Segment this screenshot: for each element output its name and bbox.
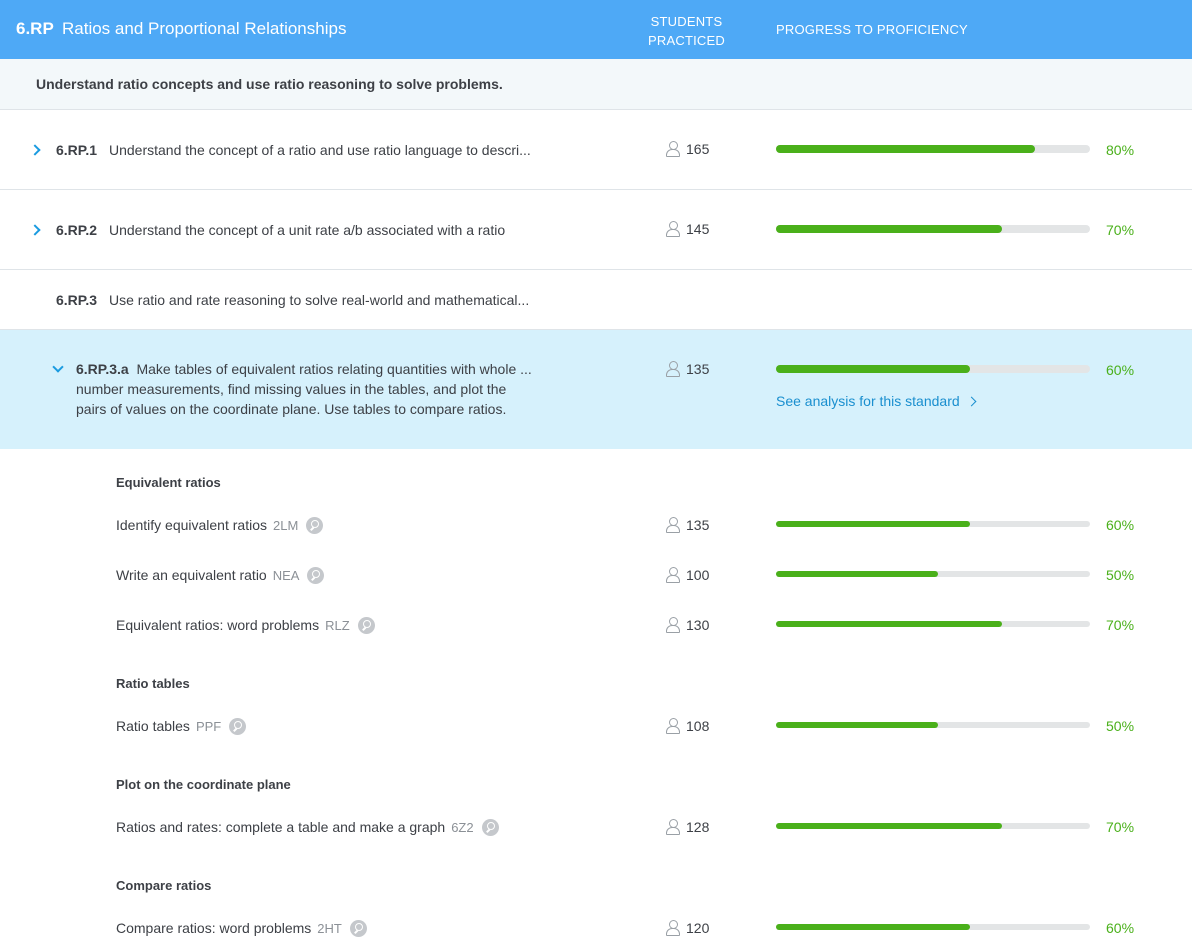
progress-percent: 50% bbox=[1106, 718, 1135, 734]
skill-code: 2HT bbox=[317, 921, 342, 936]
magnifier-icon[interactable] bbox=[349, 920, 367, 937]
table-header: 6.RP Ratios and Proportional Relationshi… bbox=[0, 0, 1192, 59]
progress-percent: 70% bbox=[1106, 222, 1135, 238]
skill-name[interactable]: Ratios and rates: complete a table and m… bbox=[116, 819, 446, 835]
standard-code: 6.RP.1 bbox=[56, 142, 97, 158]
cluster-title: Understand ratio concepts and use ratio … bbox=[36, 76, 503, 92]
user-icon bbox=[666, 567, 680, 583]
standard-row-6rp1[interactable]: 6.RP.1 Understand the concept of a ratio… bbox=[0, 110, 1192, 190]
progress-percent: 80% bbox=[1106, 142, 1135, 158]
magnifier-icon[interactable] bbox=[229, 718, 247, 735]
skill-code: RLZ bbox=[325, 618, 350, 633]
user-icon bbox=[666, 718, 680, 734]
students-count: 100 bbox=[666, 567, 709, 583]
students-count: 128 bbox=[666, 819, 709, 835]
progress-percent: 70% bbox=[1106, 819, 1135, 835]
user-icon bbox=[666, 920, 680, 936]
progress-percent: 60% bbox=[1106, 362, 1135, 378]
cluster-header: Understand ratio concepts and use ratio … bbox=[0, 59, 1192, 110]
user-icon bbox=[666, 221, 680, 237]
standard-code: 6.RP.2 bbox=[56, 222, 97, 238]
progress-percent: 60% bbox=[1106, 920, 1135, 936]
progress-bar bbox=[776, 365, 1090, 373]
magnifier-icon[interactable] bbox=[307, 567, 325, 584]
skill-code: PPF bbox=[195, 719, 222, 734]
skill-name[interactable]: Equivalent ratios: word problems bbox=[116, 617, 320, 633]
skill-row[interactable]: Ratio tables PPF bbox=[116, 718, 247, 735]
standard-row-6rp2[interactable]: 6.RP.2 Understand the concept of a unit … bbox=[0, 190, 1192, 270]
skill-row[interactable]: Compare ratios: word problems 2HT bbox=[116, 920, 367, 937]
skill-row[interactable]: Equivalent ratios: word problems RLZ bbox=[116, 617, 375, 634]
progress-header: PROGRESS TO PROFICIENCY bbox=[776, 22, 968, 37]
skill-name[interactable]: Identify equivalent ratios bbox=[116, 517, 267, 533]
standard-description: 6.RP.3.a Make tables of equivalent ratio… bbox=[76, 361, 532, 417]
skill-group-title: Ratio tables bbox=[116, 676, 190, 691]
see-analysis-link[interactable]: See analysis for this standard bbox=[776, 393, 977, 409]
user-icon bbox=[666, 141, 680, 157]
chevron-right-icon bbox=[966, 396, 977, 407]
progress-bar bbox=[776, 571, 1090, 577]
standard-row-6rp3a[interactable]: 6.RP.3.a Make tables of equivalent ratio… bbox=[0, 330, 1192, 449]
skill-name[interactable]: Write an equivalent ratio bbox=[116, 567, 267, 583]
students-count: 120 bbox=[666, 920, 709, 936]
user-icon bbox=[666, 617, 680, 633]
skill-row[interactable]: Write an equivalent ratio NEA bbox=[116, 567, 325, 584]
progress-bar bbox=[776, 521, 1090, 527]
students-count: 108 bbox=[666, 718, 709, 734]
students-count: 165 bbox=[666, 141, 709, 157]
magnifier-icon[interactable] bbox=[306, 517, 324, 534]
students-count: 135 bbox=[666, 361, 709, 377]
standard-description: Use ratio and rate reasoning to solve re… bbox=[109, 292, 530, 308]
progress-bar bbox=[776, 722, 1090, 728]
progress-bar bbox=[776, 225, 1090, 233]
skill-name[interactable]: Compare ratios: word problems bbox=[116, 920, 312, 936]
skill-code: 2LM bbox=[272, 518, 299, 533]
skill-row[interactable]: Identify equivalent ratios 2LM bbox=[116, 517, 324, 534]
progress-percent: 60% bbox=[1106, 517, 1135, 533]
magnifier-icon[interactable] bbox=[357, 617, 375, 634]
user-icon bbox=[666, 361, 680, 377]
standard-code: 6.RP.3 bbox=[56, 292, 97, 308]
students-practiced-header: STUDENTS PRACTICED bbox=[648, 14, 725, 48]
progress-percent: 70% bbox=[1106, 617, 1135, 633]
students-count: 130 bbox=[666, 617, 709, 633]
skill-group-title: Compare ratios bbox=[116, 878, 212, 893]
standard-description: Understand the concept of a ratio and us… bbox=[109, 142, 531, 158]
progress-bar bbox=[776, 621, 1090, 627]
progress-percent: 50% bbox=[1106, 567, 1135, 583]
user-icon bbox=[666, 819, 680, 835]
skill-code: 6Z2 bbox=[451, 820, 474, 835]
progress-bar bbox=[776, 924, 1090, 930]
progress-bar bbox=[776, 823, 1090, 829]
user-icon bbox=[666, 517, 680, 533]
skill-row[interactable]: Ratios and rates: complete a table and m… bbox=[116, 819, 499, 836]
students-count: 135 bbox=[666, 517, 709, 533]
standard-description: Understand the concept of a unit rate a/… bbox=[109, 222, 506, 238]
chevron-right-icon[interactable] bbox=[29, 144, 41, 156]
chevron-down-icon[interactable] bbox=[52, 361, 64, 373]
magnifier-icon[interactable] bbox=[481, 819, 499, 836]
progress-bar bbox=[776, 145, 1090, 153]
skill-group-title: Plot on the coordinate plane bbox=[116, 777, 291, 792]
students-count: 145 bbox=[666, 221, 709, 237]
standard-row-6rp3: 6.RP.3 Use ratio and rate reasoning to s… bbox=[0, 270, 1192, 330]
skill-group-title: Equivalent ratios bbox=[116, 475, 221, 490]
domain-code: 6.RP bbox=[16, 19, 54, 38]
domain-title: Ratios and Proportional Relationships bbox=[62, 19, 347, 38]
skill-code: NEA bbox=[272, 568, 300, 583]
chevron-right-icon[interactable] bbox=[29, 224, 41, 236]
skill-name[interactable]: Ratio tables bbox=[116, 718, 190, 734]
